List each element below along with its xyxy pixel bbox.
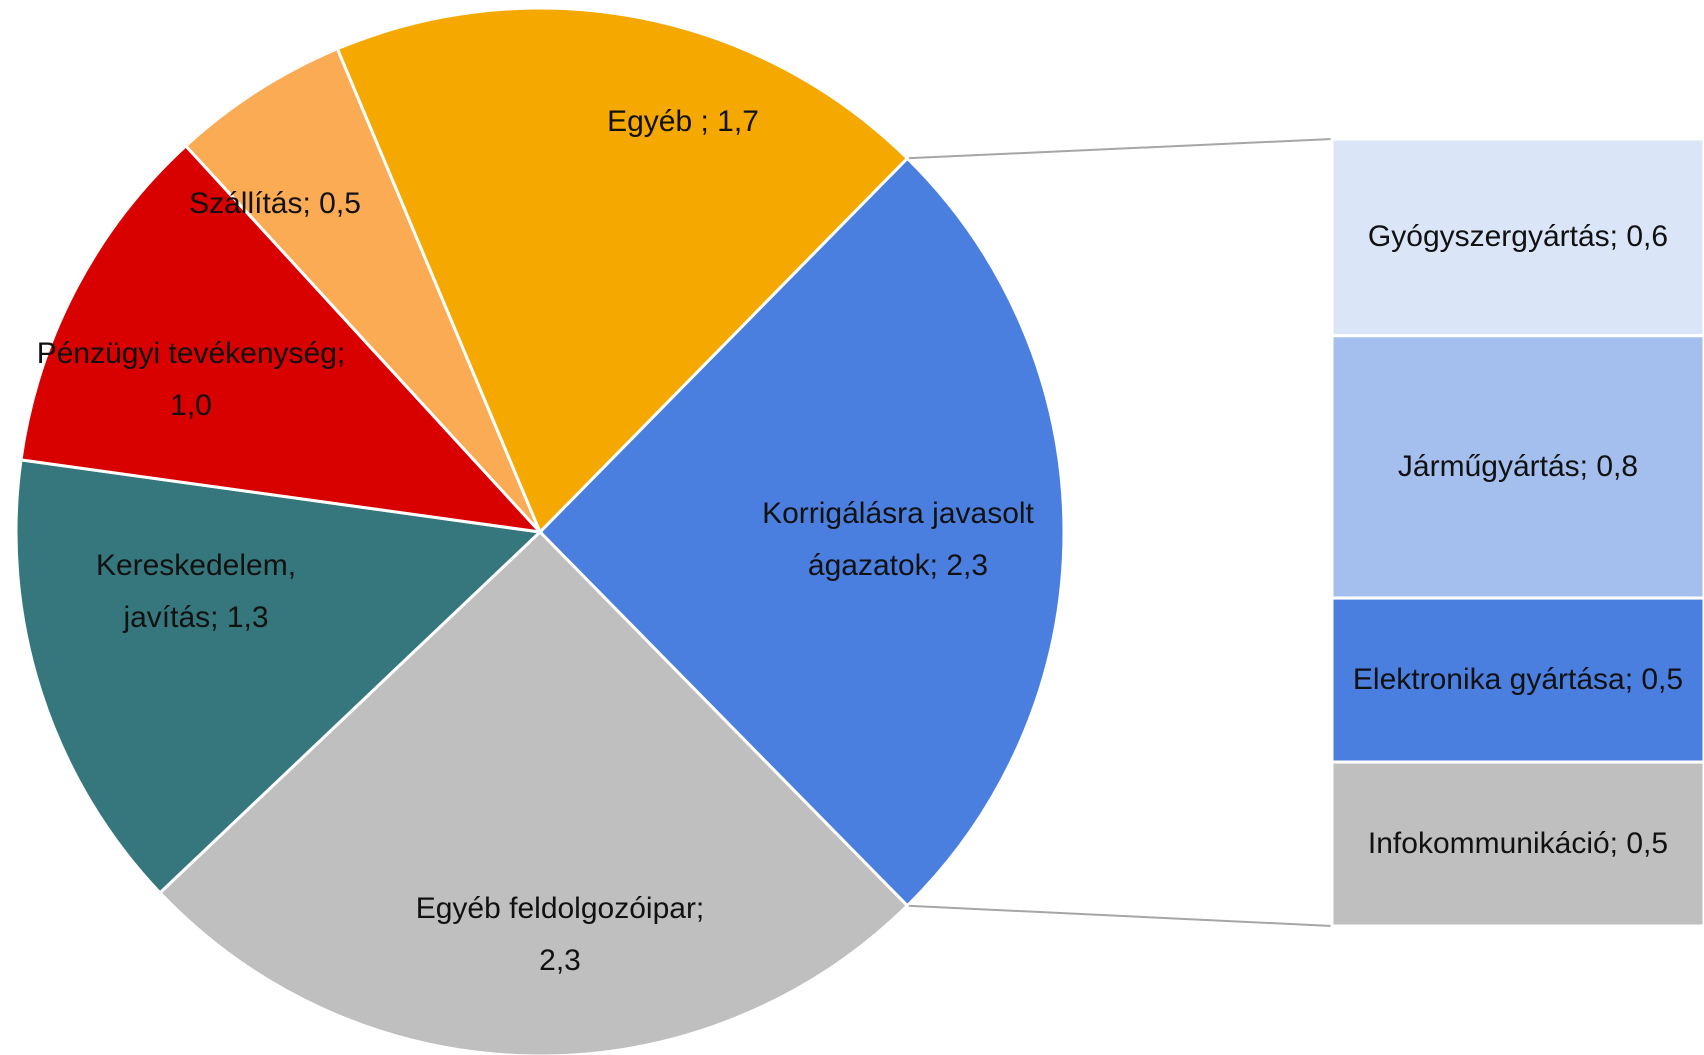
category-label: Gyógyszergyártás;: [1367, 220, 1619, 254]
connector-line: [907, 904, 1333, 927]
value-label: 2,3: [539, 944, 581, 977]
value-label: 1,3: [226, 601, 269, 634]
bar-segment: [1330, 760, 1704, 928]
value-label: 0,6: [1626, 220, 1669, 254]
category-label: Infokommunikáció;: [1367, 827, 1619, 861]
value-label: 1,7: [717, 105, 759, 138]
value-label: 0,5: [1641, 663, 1684, 697]
data-label: Gyógyszergyártás; 0,6: [1348, 211, 1688, 263]
category-label: Kereskedelem, javítás;: [95, 549, 297, 634]
data-label: Infokommunikáció; 0,5: [1348, 818, 1688, 870]
value-label: 0,5: [1626, 827, 1669, 861]
connector-line: [907, 138, 1333, 160]
category-label: Egyéb feldolgozóipar;: [415, 892, 705, 925]
data-label: Járműgyártás; 0,8: [1348, 441, 1688, 493]
value-label: 0,5: [319, 187, 361, 220]
data-label: Korrigálásra javasolt ágazatok; 2,3: [748, 488, 1048, 592]
data-label: Szállítás; 0,5: [155, 178, 395, 230]
bar-segment: [1330, 137, 1704, 338]
category-label: Egyéb ;: [607, 105, 709, 138]
category-label: Pénzügyi tevékenység;: [36, 337, 346, 370]
category-label: Elektronika gyártása;: [1352, 663, 1634, 697]
category-label: Korrigálásra javasolt ágazatok;: [762, 497, 1034, 582]
pie-slice: [335, 6, 910, 535]
value-label: 0,8: [1596, 449, 1639, 483]
data-label: Kereskedelem, javítás; 1,3: [66, 540, 326, 644]
pie-slice: [183, 46, 542, 534]
category-label: Szállítás;: [189, 187, 311, 220]
pie-slice: [537, 156, 1066, 908]
pie-slice: [19, 143, 544, 535]
value-label: 1,0: [170, 389, 212, 422]
data-label: Elektronika gyártása; 0,5: [1348, 654, 1688, 706]
data-label: Pénzügyi tevékenység; 1,0: [26, 328, 356, 432]
data-label: Egyéb feldolgozóipar; 2,3: [395, 883, 725, 987]
pie-slice: [157, 529, 910, 1055]
pie-slice: [14, 458, 544, 895]
value-label: 2,3: [946, 549, 989, 582]
bar-segment: [1330, 334, 1704, 600]
data-label: Egyéb ; 1,7: [533, 96, 833, 148]
category-label: Járműgyártás;: [1397, 449, 1588, 483]
